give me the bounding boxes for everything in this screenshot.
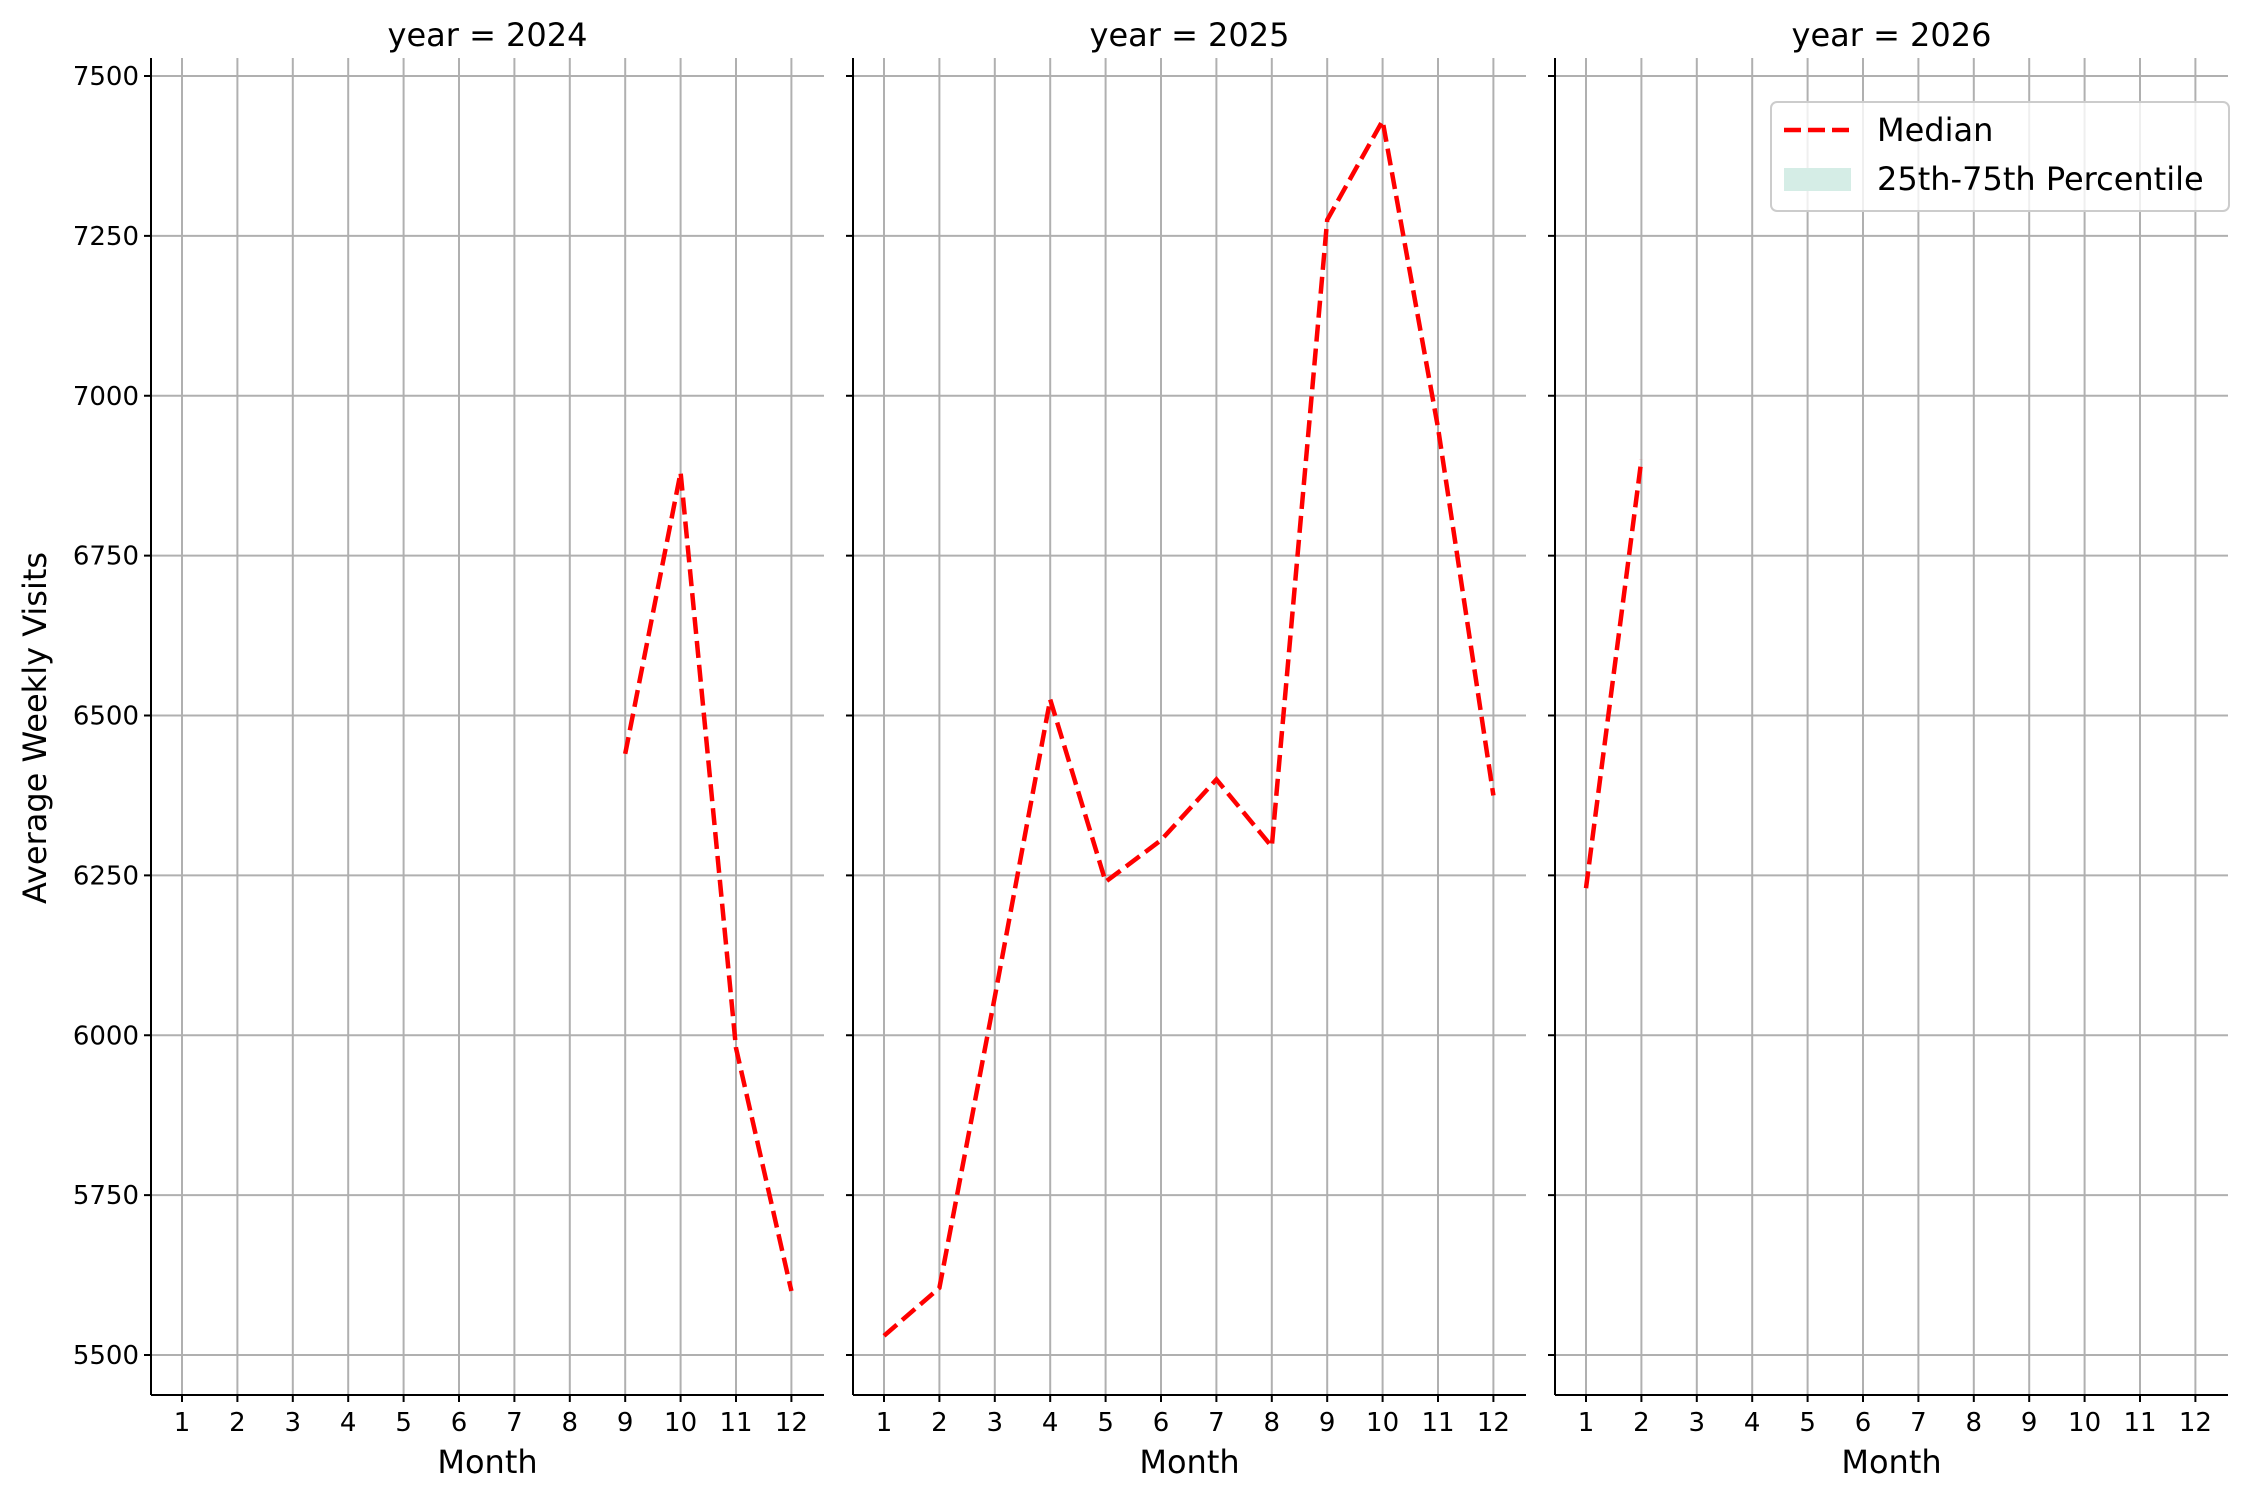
x-tick-label: 10 [1366, 1408, 1399, 1438]
y-tick-label: 6750 [73, 542, 139, 572]
y-tick-label: 7000 [73, 382, 139, 412]
legend: Median 25th-75th Percentile [1770, 101, 2230, 212]
y-axis-label: Average Weekly Visits [16, 552, 54, 904]
x-tick-label: 11 [719, 1408, 752, 1438]
x-tick-label: 7 [1910, 1408, 1927, 1438]
x-tick-label: 4 [1042, 1408, 1059, 1438]
x-tick-label: 12 [1477, 1408, 1510, 1438]
x-tick-label: 11 [2123, 1408, 2156, 1438]
legend-label: 25th-75th Percentile [1877, 160, 2204, 198]
legend-label: Median [1877, 111, 1993, 149]
panel-title: year = 2026 [1792, 16, 1992, 54]
y-tick-label: 6250 [73, 861, 139, 891]
x-tick-label: 5 [1799, 1408, 1816, 1438]
x-tick-label: 5 [1097, 1408, 1114, 1438]
x-tick-label: 2 [931, 1408, 948, 1438]
legend-band-swatch [1784, 168, 1851, 191]
y-tick-label: 7500 [73, 62, 139, 92]
x-tick-label: 7 [506, 1408, 523, 1438]
x-axis-label: Month [1841, 1443, 1941, 1481]
x-tick-label: 6 [1153, 1408, 1170, 1438]
y-tick-label: 6000 [73, 1021, 139, 1051]
x-tick-label: 10 [664, 1408, 697, 1438]
x-axis-label: Month [437, 1443, 537, 1481]
x-tick-label: 4 [340, 1408, 357, 1438]
x-axis-label: Month [1139, 1443, 1239, 1481]
x-tick-label: 12 [2179, 1408, 2212, 1438]
x-tick-label: 6 [451, 1408, 468, 1438]
y-tick-label: 7250 [73, 222, 139, 252]
x-tick-label: 7 [1208, 1408, 1225, 1438]
x-tick-label: 12 [775, 1408, 808, 1438]
median-line [1583, 459, 1644, 889]
x-tick-label: 8 [562, 1408, 579, 1438]
x-tick-label: 5 [395, 1408, 412, 1438]
x-tick-label: 4 [1744, 1408, 1761, 1438]
x-tick-label: 3 [285, 1408, 302, 1438]
x-tick-label: 8 [1966, 1408, 1983, 1438]
panel-title: year = 2024 [388, 16, 588, 54]
y-tick-label: 5750 [73, 1181, 139, 1211]
x-tick-label: 3 [987, 1408, 1004, 1438]
x-tick-label: 11 [1421, 1408, 1454, 1438]
x-tick-label: 9 [1319, 1408, 1336, 1438]
x-tick-label: 9 [617, 1408, 634, 1438]
x-tick-label: 2 [1633, 1408, 1650, 1438]
x-tick-label: 3 [1689, 1408, 1706, 1438]
x-tick-label: 1 [1578, 1408, 1595, 1438]
x-tick-label: 1 [174, 1408, 191, 1438]
x-tick-label: 10 [2068, 1408, 2101, 1438]
median-line [882, 114, 1496, 1338]
x-tick-label: 8 [1264, 1408, 1281, 1438]
median-line [622, 472, 794, 1292]
x-tick-label: 1 [876, 1408, 893, 1438]
y-tick-label: 5500 [73, 1341, 139, 1371]
panel-title: year = 2025 [1090, 16, 1290, 54]
y-tick-label: 6500 [73, 702, 139, 732]
x-tick-label: 6 [1855, 1408, 1872, 1438]
x-tick-label: 2 [229, 1408, 246, 1438]
legend-box [1770, 101, 2230, 212]
x-tick-label: 9 [2021, 1408, 2038, 1438]
